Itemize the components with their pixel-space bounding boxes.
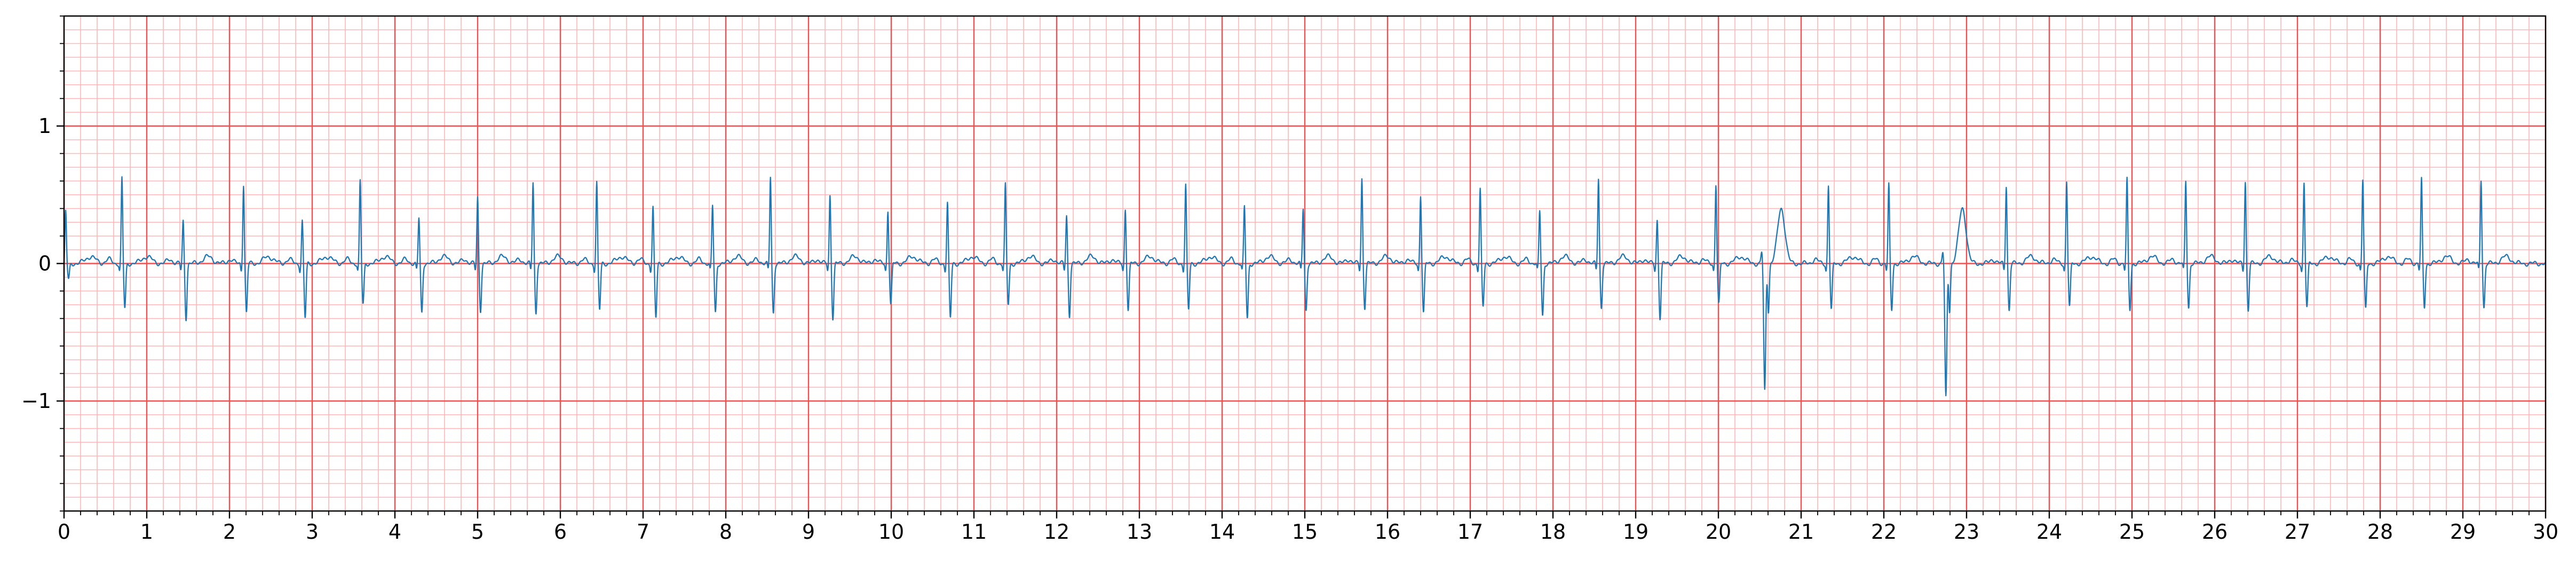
x-tick-label: 20 — [1706, 520, 1731, 544]
x-tick-label: 7 — [637, 520, 649, 544]
x-tick-label: 19 — [1623, 520, 1648, 544]
x-tick-label: 17 — [1457, 520, 1483, 544]
x-tick-label: 0 — [58, 520, 70, 544]
x-tick-label: 9 — [802, 520, 815, 544]
x-tick-label: 3 — [306, 520, 319, 544]
x-tick-label: 28 — [2367, 520, 2393, 544]
x-tick-label: 29 — [2450, 520, 2476, 544]
x-tick-label: 10 — [878, 520, 904, 544]
x-tick-label: 24 — [2036, 520, 2062, 544]
ecg-trace-line — [63, 176, 2546, 397]
x-tick-label: 1 — [140, 520, 153, 544]
label-layer: 0 1 2 3 4 5 6 7 8 9 10 11 12 13 14 15 16 17 18 19 20 21 22 23 24… — [21, 114, 2558, 544]
x-tick-label: 16 — [1375, 520, 1400, 544]
x-tick-label: 4 — [389, 520, 401, 544]
x-tick-label: 27 — [2285, 520, 2310, 544]
x-tick-label: 21 — [1788, 520, 1814, 544]
x-tick-label: 11 — [961, 520, 987, 544]
trace-layer — [63, 176, 2546, 397]
x-tick-label: 2 — [223, 520, 236, 544]
x-tick-label: 22 — [1871, 520, 1897, 544]
x-tick-label: 25 — [2119, 520, 2145, 544]
y-tick-label: 0 — [38, 252, 51, 276]
x-tick-label: 14 — [1209, 520, 1235, 544]
x-tick-label: 6 — [554, 520, 567, 544]
x-tick-label: 8 — [719, 520, 732, 544]
x-tick-label: 5 — [471, 520, 484, 544]
x-tick-label: 23 — [1954, 520, 1979, 544]
y-tick-label: −1 — [21, 389, 51, 413]
x-tick-label: 18 — [1540, 520, 1566, 544]
x-tick-label: 15 — [1292, 520, 1318, 544]
x-tick-label: 13 — [1127, 520, 1152, 544]
x-tick-label: 12 — [1044, 520, 1069, 544]
tick-layer — [57, 15, 2547, 518]
x-tick-label: 30 — [2533, 520, 2558, 544]
y-tick-label: 1 — [38, 114, 51, 138]
x-tick-label: 26 — [2202, 520, 2228, 544]
